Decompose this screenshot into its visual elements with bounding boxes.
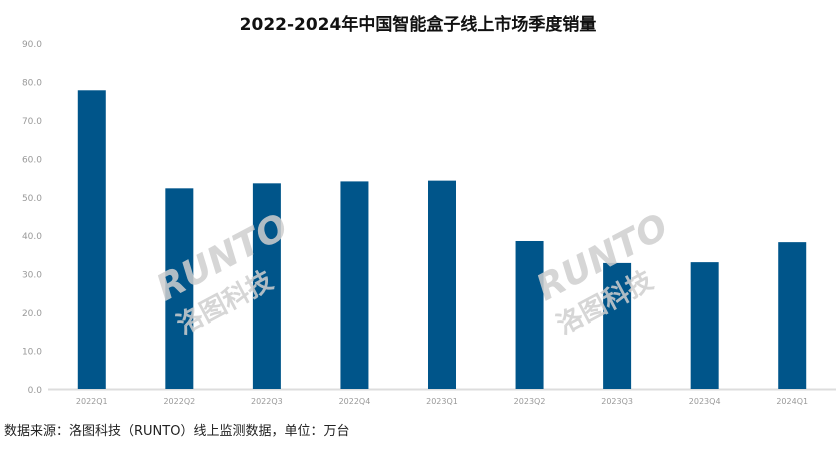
bar-2022Q2: [165, 188, 194, 389]
x-tick-label: 2023Q2: [514, 397, 546, 406]
x-tick-label: 2023Q1: [426, 397, 458, 406]
chart-title: 2022-2024年中国智能盒子线上市场季度销量: [239, 15, 597, 35]
bar-2022Q3: [252, 183, 281, 389]
x-tick-label: 2022Q2: [163, 397, 195, 406]
bar-2023Q3: [603, 262, 632, 389]
bar-2022Q1: [77, 90, 106, 389]
y-tick-label: 50.0: [22, 194, 42, 204]
y-tick-label: 70.0: [22, 117, 42, 127]
bar-2023Q4: [690, 262, 719, 389]
bar-2023Q1: [428, 180, 456, 389]
y-tick-label: 40.0: [22, 232, 42, 242]
bar-chart: 0.0 10.0 20.0 30.0 40.0 50.0 60.0 70.0 80.0 90.0 2…: [22, 40, 836, 406]
x-tick-label: 2022Q1: [76, 397, 108, 406]
bar-2023Q2: [515, 240, 544, 389]
y-tick-label: 10.0: [22, 348, 42, 358]
x-tick-label: 2022Q4: [339, 397, 371, 406]
x-tick-label: 2022Q3: [251, 397, 283, 406]
y-tick-label: 30.0: [22, 271, 42, 281]
bar-2022Q4: [340, 181, 369, 389]
bar-2024Q1: [778, 242, 807, 389]
y-tick-label: 60.0: [22, 155, 42, 165]
x-tick-label: 2023Q3: [601, 397, 633, 406]
x-tick-label: 2024Q1: [776, 397, 808, 406]
y-tick-label: 90.0: [22, 40, 42, 50]
source-note: 数据来源：洛图科技（RUNTO）线上监测数据，单位：万台: [4, 424, 350, 439]
y-tick-label: 0.0: [28, 386, 43, 396]
y-tick-label: 80.0: [22, 78, 42, 88]
y-tick-label: 20.0: [22, 309, 42, 319]
x-tick-label: 2023Q4: [689, 397, 721, 406]
